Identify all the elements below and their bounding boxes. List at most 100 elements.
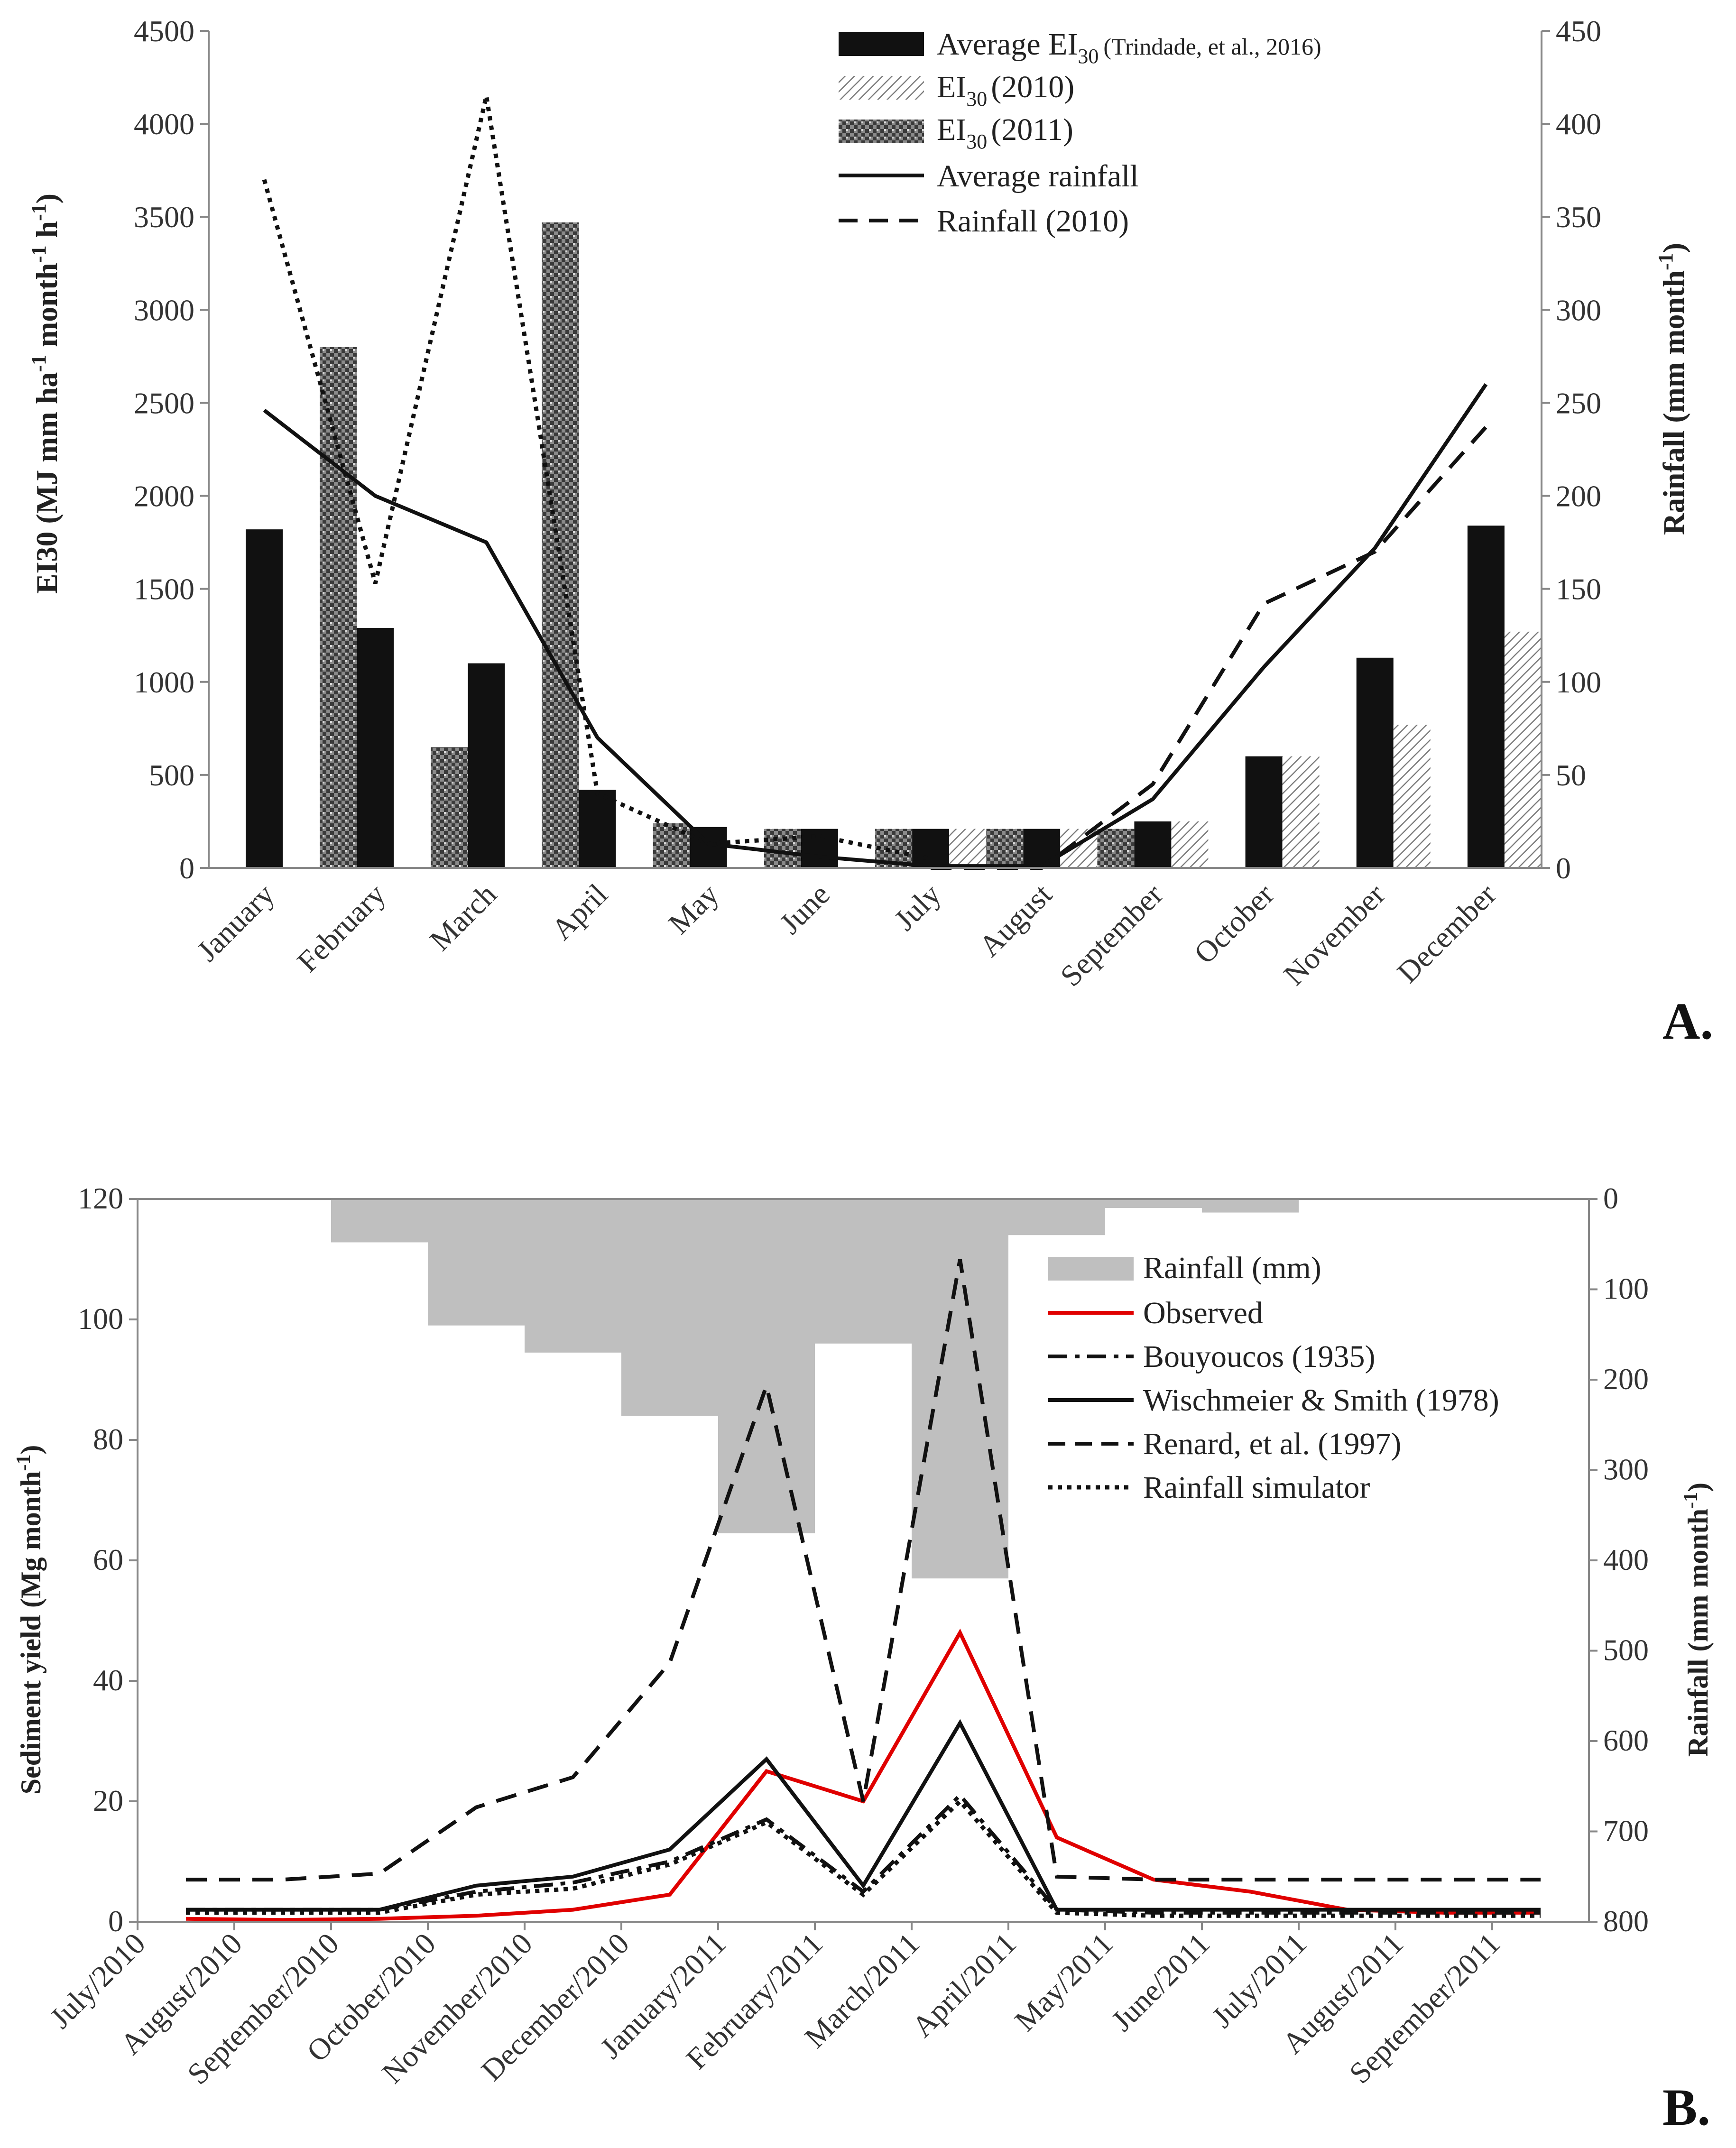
panel-a-lines — [262, 95, 1488, 870]
rainfall-bar-december-2010 — [621, 1199, 718, 1416]
y2-tick-label-250: 250 — [1556, 386, 1601, 420]
legend-label-bouyoucos: Bouyoucos (1935) — [1143, 1339, 1375, 1374]
bar-ei30-2011-april — [542, 222, 579, 868]
rainfall-bar-march-2011 — [912, 1199, 1008, 1579]
y2-tick-label-400: 400 — [1556, 107, 1601, 141]
legend-label-average-ei30: Average EI30 (Trindade, et al., 2016) — [937, 27, 1321, 68]
x-tick-label-march: March — [423, 877, 503, 957]
x-tick-label-july: July — [887, 877, 947, 937]
b-y2-tick-label-600: 600 — [1603, 1724, 1649, 1757]
bar-average-ei30-trindade-et-al-2016-august — [1023, 829, 1061, 868]
y-tick-label-500: 500 — [149, 758, 194, 792]
b-y2-tick-label-300: 300 — [1603, 1453, 1649, 1486]
y-tick-label-1000: 1000 — [134, 665, 194, 699]
b-y2-tick-label-400: 400 — [1603, 1543, 1649, 1576]
bar-average-ei30-trindade-et-al-2016-november — [1356, 657, 1394, 868]
line-bouyoucos-1935 — [186, 1792, 1541, 1915]
legend-label-rainfall-simulator: Rainfall simulator — [1143, 1470, 1370, 1505]
panel-a-label: A. — [1662, 992, 1713, 1050]
b-x-tick-label-june-2011: June/2011 — [1105, 1927, 1216, 2038]
bar-average-ei30-trindade-et-al-2016-december — [1467, 525, 1505, 868]
bar-average-ei30-trindade-et-al-2016-june — [801, 829, 838, 868]
x-tick-label-september: September — [1054, 877, 1170, 993]
x-tick-label-november: November — [1277, 877, 1391, 992]
y2-tick-label-100: 100 — [1556, 665, 1601, 699]
bar-average-ei30-trindade-et-al-2016-july — [912, 829, 950, 868]
y-tick-label-4500: 4500 — [134, 14, 194, 48]
b-y-tick-label-120: 120 — [78, 1181, 123, 1215]
panel-a-y-axis-title: EI30 (MJ mm ha-1 month-1 h-1) — [27, 194, 64, 594]
panel-b-rainfall-bars — [331, 1199, 1299, 1579]
x-tick-label-august: August — [972, 877, 1058, 963]
b-y-tick-label-100: 100 — [78, 1302, 123, 1336]
bar-ei30-2010-october — [1282, 756, 1320, 868]
panel-b-lines — [185, 1259, 1541, 1922]
b-y-tick-label-40: 40 — [93, 1663, 123, 1697]
b-y2-tick-label-700: 700 — [1603, 1814, 1649, 1848]
bar-ei30-2011-june — [764, 829, 801, 868]
y-tick-label-1500: 1500 — [134, 572, 194, 606]
panel-a-bars — [246, 222, 1542, 868]
b-y2-tick-label-500: 500 — [1603, 1633, 1649, 1667]
legend-label-observed: Observed — [1143, 1296, 1263, 1330]
y-tick-label-0: 0 — [179, 851, 194, 885]
b-y2-tick-label-100: 100 — [1603, 1272, 1649, 1306]
b-y-tick-label-0: 0 — [108, 1904, 123, 1938]
b-x-tick-label-april-2011: April/2011 — [905, 1927, 1023, 2044]
line-wischmeier-smith-1978 — [186, 1719, 1541, 1912]
b-y-tick-label-20: 20 — [93, 1784, 123, 1817]
line-rainfall-2010 — [931, 425, 1487, 870]
rainfall-bar-may-2011 — [1105, 1199, 1202, 1208]
bar-average-ei30-trindade-et-al-2016-march — [468, 663, 505, 868]
bar-ei30-2011-february — [320, 347, 357, 868]
bar-average-ei30-trindade-et-al-2016-april — [579, 790, 616, 868]
y-tick-label-2500: 2500 — [134, 386, 194, 420]
b-y-tick-label-60: 60 — [93, 1543, 123, 1576]
legend-label-rainfall-mm: Rainfall (mm) — [1143, 1251, 1321, 1285]
x-tick-label-december: December — [1391, 877, 1503, 989]
b-y-tick-label-80: 80 — [93, 1422, 123, 1456]
panel-b-y-axis-title: Sediment yield (Mg month-1) — [13, 1445, 46, 1795]
legend-swatch-rainfall-mm — [1048, 1257, 1134, 1281]
bar-ei30-2010-december — [1504, 631, 1542, 868]
y2-tick-label-200: 200 — [1556, 479, 1601, 513]
x-tick-label-june: June — [773, 877, 836, 940]
panel-a-y2-axis-title: Rainfall (mm month-1) — [1654, 243, 1690, 535]
line-observed — [185, 1628, 1541, 1922]
legend-label-ei30-2011: EI30 (2011) — [937, 112, 1073, 153]
y2-tick-label-450: 450 — [1556, 14, 1601, 48]
bar-ei30-2010-november — [1393, 724, 1431, 868]
rainfall-bar-april-2011 — [1008, 1199, 1105, 1235]
legend-label-average-rainfall: Average rainfall — [937, 159, 1139, 194]
legend-label-ei30-2010: EI30 (2010) — [937, 70, 1074, 111]
bar-ei30-2011-september — [1097, 829, 1135, 868]
legend-swatch-average-ei30 — [839, 32, 924, 56]
x-tick-label-april: April — [545, 877, 614, 947]
rainfall-bar-september-2010 — [331, 1199, 428, 1243]
legend-swatch-ei30-2011 — [839, 120, 924, 143]
y2-tick-label-300: 300 — [1556, 293, 1601, 327]
y-tick-label-4000: 4000 — [134, 107, 194, 141]
line-rainfall-2011 — [262, 95, 931, 861]
x-tick-label-october: October — [1188, 877, 1281, 970]
y2-tick-label-150: 150 — [1556, 572, 1601, 606]
panel-b-label: B. — [1662, 2078, 1710, 2136]
bar-average-ei30-trindade-et-al-2016-october — [1245, 756, 1283, 868]
rainfall-bar-june-2011 — [1202, 1199, 1299, 1213]
bar-average-ei30-trindade-et-al-2016-february — [357, 628, 394, 868]
y2-tick-label-0: 0 — [1556, 851, 1571, 885]
bar-ei30-2010-july — [949, 829, 987, 868]
bar-ei30-2010-september — [1171, 821, 1209, 868]
b-y2-tick-label-800: 800 — [1603, 1904, 1649, 1938]
panel-a-chart: 0 500 1000 1500 2000 2500 3000 3500 4000 4500 0 50 1… — [27, 14, 1713, 1050]
y-tick-label-3000: 3000 — [134, 293, 194, 327]
panel-a-legend: Average EI30 (Trindade, et al., 2016) EI3… — [839, 27, 1321, 239]
rainfall-bar-october-2010 — [428, 1199, 525, 1326]
y-tick-label-2000: 2000 — [134, 479, 194, 513]
bar-ei30-2011-august — [986, 829, 1024, 868]
panel-b-legend: Rainfall (mm) Observed Bouyoucos (1935) … — [1048, 1251, 1499, 1505]
x-tick-label-may: May — [662, 877, 725, 940]
bar-ei30-2011-may — [653, 823, 690, 868]
legend-label-rainfall-2010: Rainfall (2010) — [937, 204, 1129, 239]
